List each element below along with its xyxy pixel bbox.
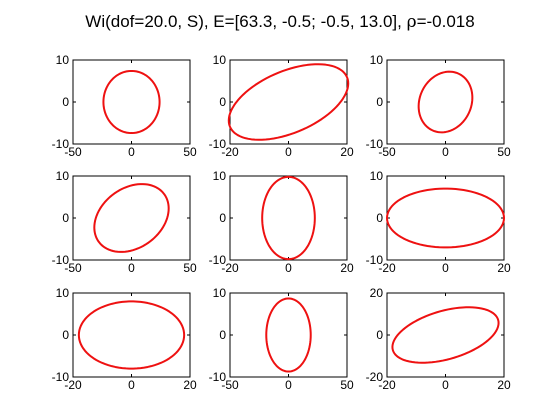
y-tick-label: -10 [209,137,227,151]
y-tick-label: 10 [56,169,70,183]
ellipse-series-line [93,183,170,253]
x-tick-label: -50 [64,261,82,275]
ellipse-series-line [227,63,350,141]
axes-frame [72,175,191,261]
y-tick-label: 10 [213,169,227,183]
title-rho-symbol: ρ [407,12,417,32]
y-tick-label: 0 [62,95,69,109]
y-tick-label: 0 [376,328,383,342]
y-tick-label: -10 [52,253,70,267]
y-tick-label: -10 [366,137,384,151]
x-tick-label: 0 [285,378,292,392]
x-tick-label: 50 [183,261,197,275]
axes-frame [229,175,348,261]
y-tick-label: 10 [370,53,384,67]
subplot-4: -50 0 50 -10 0 10 [52,169,197,275]
y-tick-label: 0 [219,95,226,109]
y-tick-label: 0 [219,211,226,225]
subplot-7: -20 0 20 -10 0 10 [52,286,197,392]
ellipse-series-line [102,69,161,135]
x-tick-label: 50 [183,145,197,159]
y-tick-label: -20 [366,370,384,384]
axes-frame [229,59,348,145]
x-tick-label: 20 [497,261,511,275]
x-tick-label: 20 [340,145,354,159]
x-tick-label: 20 [183,378,197,392]
x-tick-label: 0 [128,261,135,275]
x-tick-label: 50 [497,145,511,159]
ellipse-series-line [265,297,312,373]
y-tick-label: 10 [56,53,70,67]
y-tick-label: -10 [52,370,70,384]
x-tick-label: -20 [64,378,82,392]
axes-frame [72,292,191,378]
ellipse-series-line [391,306,500,364]
axes-frame [386,175,505,261]
x-tick-label: -50 [378,145,396,159]
x-tick-label: 0 [285,145,292,159]
x-tick-label: 0 [285,261,292,275]
x-tick-label: -20 [221,145,239,159]
ellipse-series-line [417,70,474,134]
x-tick-label: 0 [128,378,135,392]
subplot-9: -20 0 20 -20 0 20 [366,286,511,392]
x-tick-label: 50 [340,378,354,392]
subplot-8: -50 0 50 -10 0 10 [209,286,354,392]
y-tick-label: -10 [52,137,70,151]
x-tick-label: -20 [378,378,396,392]
y-tick-label: 0 [62,328,69,342]
x-tick-label: 0 [442,145,449,159]
x-tick-label: 0 [128,145,135,159]
y-tick-label: 0 [376,95,383,109]
y-tick-label: 10 [56,286,70,300]
subplot-5: -20 0 20 -10 0 10 [209,169,354,275]
ellipse-series-line [77,300,186,370]
y-tick-label: -10 [366,253,384,267]
x-tick-label: -50 [221,378,239,392]
y-tick-label: 10 [213,53,227,67]
title-suffix: =-0.018 [417,12,475,31]
subplot-3: -50 0 50 -10 0 10 [366,53,511,159]
x-tick-label: 0 [442,378,449,392]
axes-frame [229,292,348,378]
y-tick-label: 0 [219,328,226,342]
x-tick-label: -50 [64,145,82,159]
x-tick-label: -20 [221,261,239,275]
subplot-grid: -50 0 50 -10 0 10 -20 0 20 -10 0 10 -50 0 50 -10 0 10 -50 0… [52,53,511,392]
title-prefix: Wi(dof=20.0, S), E=[63.3, -0.5; -0.5, 13… [85,12,406,31]
x-tick-label: -20 [378,261,396,275]
y-tick-label: -10 [209,253,227,267]
y-tick-label: 20 [370,286,384,300]
ellipse-series-line [386,187,505,249]
subplot-2: -20 0 20 -10 0 10 [209,53,354,159]
axes-frame [72,59,191,145]
y-tick-label: -10 [209,370,227,384]
y-tick-label: 0 [62,211,69,225]
x-tick-label: 0 [442,261,449,275]
y-tick-label: 10 [370,169,384,183]
subplot-6: -20 0 20 -10 0 10 [366,169,511,275]
ellipse-series-line [261,175,316,261]
axes-frame [386,292,505,378]
subplot-1: -50 0 50 -10 0 10 [52,53,197,159]
figure-title: Wi(dof=20.0, S), E=[63.3, -0.5; -0.5, 13… [85,12,474,32]
y-tick-label: 0 [376,211,383,225]
y-tick-label: 10 [213,286,227,300]
x-tick-label: 20 [497,378,511,392]
x-tick-label: 20 [340,261,354,275]
